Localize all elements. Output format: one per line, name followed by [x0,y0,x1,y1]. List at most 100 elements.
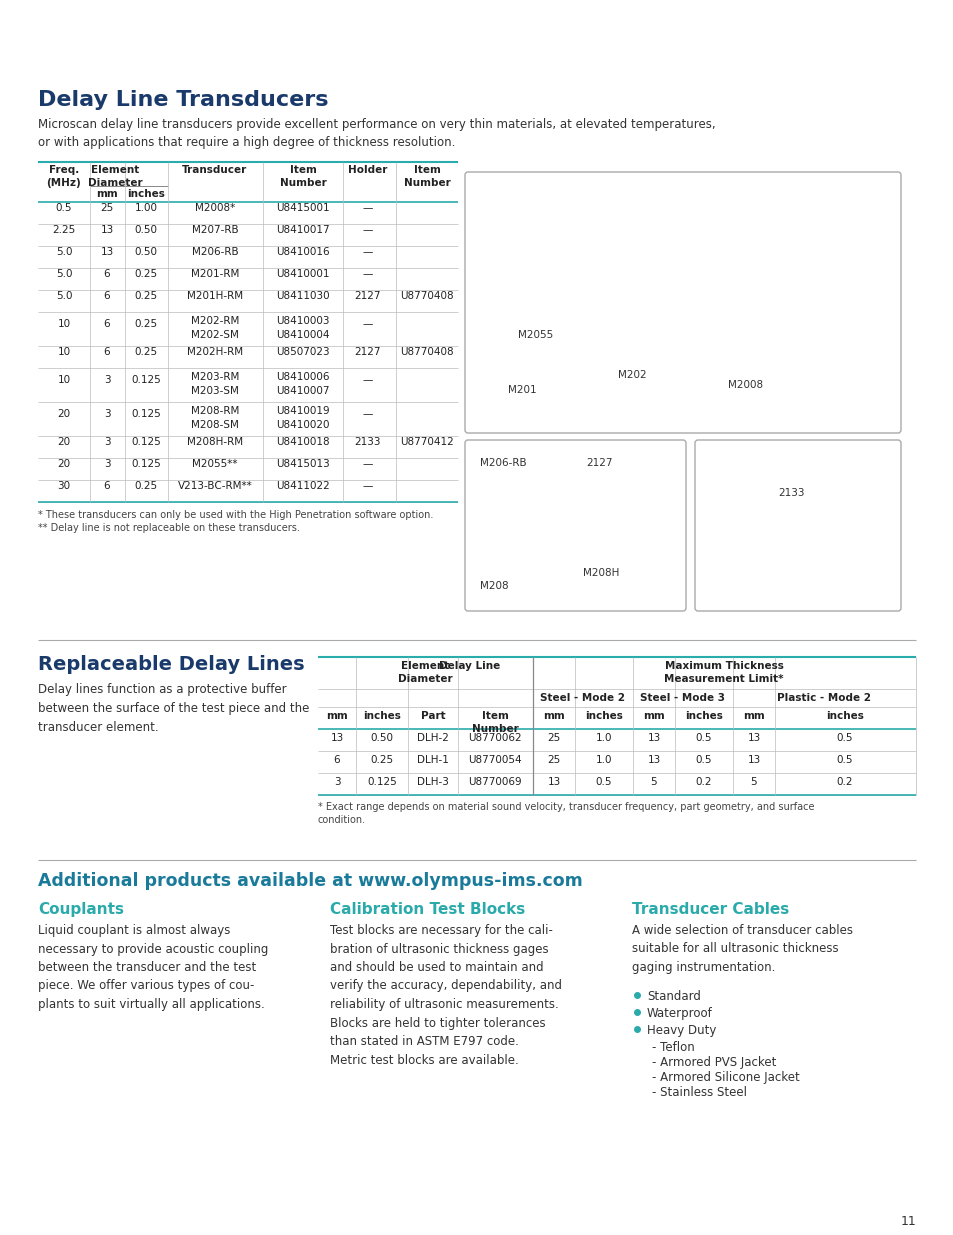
Text: Microscan delay line transducers provide excellent performance on very thin mate: Microscan delay line transducers provide… [38,119,715,149]
Text: M2008: M2008 [727,380,762,390]
Text: M207-RB: M207-RB [192,225,238,235]
Text: 1.0: 1.0 [595,755,612,764]
Text: 13: 13 [330,734,343,743]
Text: 1.0: 1.0 [595,734,612,743]
Text: V213-BC-RM**: V213-BC-RM** [177,480,253,492]
Text: M206-RB: M206-RB [479,458,526,468]
Text: —: — [362,269,373,279]
Text: M202-RM
M202-SM: M202-RM M202-SM [191,316,239,340]
Text: DLH-1: DLH-1 [416,755,449,764]
Text: 0.25: 0.25 [134,480,157,492]
Text: M208H: M208H [582,568,618,578]
Text: Holder: Holder [348,165,387,175]
Text: 0.50: 0.50 [134,247,157,257]
Text: U8411022: U8411022 [275,480,330,492]
Text: 5: 5 [650,777,657,787]
Text: Steel - Mode 3: Steel - Mode 3 [639,693,724,703]
Text: —: — [362,247,373,257]
Text: * These transducers can only be used with the High Penetration software option.: * These transducers can only be used wit… [38,510,433,520]
Text: DLH-2: DLH-2 [416,734,449,743]
Text: 0.125: 0.125 [131,409,161,419]
Text: Transducer: Transducer [182,165,248,175]
Text: U8415001: U8415001 [276,203,330,212]
Text: inches: inches [684,711,722,721]
Text: 0.125: 0.125 [131,459,161,469]
Text: Maximum Thickness
Measurement Limit*: Maximum Thickness Measurement Limit* [663,661,783,684]
Text: U8410003
U8410004: U8410003 U8410004 [276,316,330,340]
Text: 0.5: 0.5 [55,203,72,212]
Text: Steel - Mode 2: Steel - Mode 2 [540,693,625,703]
Text: mm: mm [542,711,564,721]
Text: —: — [362,480,373,492]
Text: 0.25: 0.25 [134,291,157,301]
Text: 2127: 2127 [585,458,612,468]
Text: M208H-RM: M208H-RM [187,437,243,447]
Text: Delay Line: Delay Line [439,661,500,671]
FancyBboxPatch shape [464,440,685,611]
Text: 0.25: 0.25 [134,269,157,279]
Text: U8411030: U8411030 [276,291,330,301]
Text: M201: M201 [507,385,536,395]
Text: 1.00: 1.00 [134,203,157,212]
Text: U8770408: U8770408 [399,291,454,301]
Text: 0.50: 0.50 [370,734,393,743]
Text: M201-RM: M201-RM [191,269,239,279]
Text: 2133: 2133 [778,488,803,498]
Text: - Stainless Steel: - Stainless Steel [651,1086,746,1099]
Text: 13: 13 [647,755,659,764]
Text: inches: inches [825,711,863,721]
Text: 6: 6 [104,480,111,492]
Text: 3: 3 [104,459,111,469]
Text: 2127: 2127 [355,347,381,357]
Text: Replaceable Delay Lines: Replaceable Delay Lines [38,655,304,674]
Text: 13: 13 [647,734,659,743]
Text: 6: 6 [104,269,111,279]
Text: 3: 3 [104,437,111,447]
Text: 5: 5 [750,777,757,787]
Text: 25: 25 [100,203,113,212]
Text: M2055**: M2055** [193,459,237,469]
Text: Transducer Cables: Transducer Cables [631,902,788,918]
Text: 0.5: 0.5 [695,755,712,764]
Text: 0.2: 0.2 [836,777,852,787]
Text: Delay Line Transducers: Delay Line Transducers [38,90,328,110]
Text: Freq.
(MHz): Freq. (MHz) [47,165,81,188]
Text: U8507023: U8507023 [276,347,330,357]
Text: U8770054: U8770054 [468,755,521,764]
Text: Item
Number: Item Number [279,165,326,188]
Text: Standard: Standard [646,990,700,1003]
Text: 0.25: 0.25 [370,755,394,764]
Text: 13: 13 [746,755,760,764]
Text: ** Delay line is not replaceable on these transducers.: ** Delay line is not replaceable on thes… [38,522,299,534]
Text: 0.5: 0.5 [695,734,712,743]
Text: M202H-RM: M202H-RM [187,347,243,357]
Text: 2127: 2127 [355,291,381,301]
Text: 10: 10 [57,319,71,329]
Text: U8410019
U8410020: U8410019 U8410020 [276,406,330,430]
Text: 3: 3 [104,375,111,385]
Text: - Armored Silicone Jacket: - Armored Silicone Jacket [651,1071,799,1084]
Text: Delay lines function as a protective buffer
between the surface of the test piec: Delay lines function as a protective buf… [38,683,309,734]
Text: 30: 30 [57,480,71,492]
Text: mm: mm [642,711,664,721]
Text: 20: 20 [57,409,71,419]
Text: 6: 6 [104,319,111,329]
Text: * Exact range depends on material sound velocity, transducer frequency, part geo: * Exact range depends on material sound … [317,802,814,825]
Text: 0.50: 0.50 [134,225,157,235]
Text: 2.25: 2.25 [52,225,75,235]
Text: mm: mm [742,711,764,721]
Text: 0.5: 0.5 [595,777,612,787]
Text: —: — [362,203,373,212]
Text: 5.0: 5.0 [55,247,72,257]
FancyBboxPatch shape [464,172,900,433]
Text: M206-RB: M206-RB [192,247,238,257]
Text: 13: 13 [100,225,113,235]
Text: M2055: M2055 [517,330,553,340]
Text: 6: 6 [334,755,340,764]
Text: 0.25: 0.25 [134,347,157,357]
Text: —: — [362,409,373,419]
Text: 10: 10 [57,375,71,385]
Text: 25: 25 [547,755,560,764]
Text: Liquid couplant is almost always
necessary to provide acoustic coupling
between : Liquid couplant is almost always necessa… [38,924,268,1011]
Text: —: — [362,459,373,469]
